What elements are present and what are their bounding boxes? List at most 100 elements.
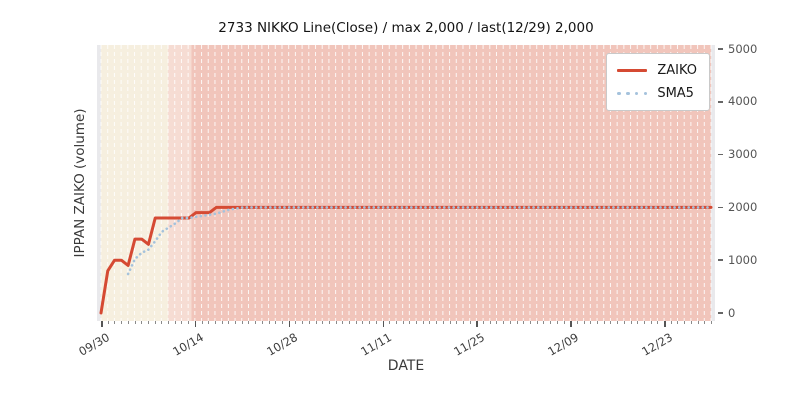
x-minor-tick xyxy=(530,321,531,324)
x-minor-tick xyxy=(429,321,431,324)
x-minor-tick xyxy=(583,321,585,324)
x-minor-tick xyxy=(322,321,324,324)
x-minor-tick xyxy=(416,321,418,324)
x-tick-label: 09/30 xyxy=(76,330,112,359)
x-minor-tick xyxy=(127,321,129,324)
x-minor-tick xyxy=(623,321,625,324)
x-minor-tick xyxy=(214,321,216,324)
x-major-tick xyxy=(476,321,478,327)
y-tick-label: 2000 xyxy=(728,199,758,214)
x-minor-tick xyxy=(697,321,699,324)
x-minor-tick xyxy=(496,321,498,324)
x-tick-label: 12/09 xyxy=(545,330,582,359)
x-minor-tick xyxy=(684,321,686,324)
x-minor-tick xyxy=(550,321,552,324)
x-minor-tick xyxy=(208,321,210,324)
legend: ZAIKO SMA5 xyxy=(606,53,710,111)
x-minor-tick xyxy=(690,321,692,324)
x-major-tick xyxy=(382,321,385,327)
legend-label: SMA5 xyxy=(657,86,694,101)
x-minor-tick xyxy=(711,321,712,324)
x-minor-tick xyxy=(248,321,250,324)
x-minor-tick xyxy=(147,321,149,324)
x-minor-tick xyxy=(677,321,679,324)
y-tick-label: 4000 xyxy=(728,94,758,109)
x-major-tick xyxy=(101,321,103,327)
x-major-tick xyxy=(570,321,572,327)
x-minor-tick xyxy=(643,321,645,324)
y-tick xyxy=(718,153,723,156)
x-minor-tick xyxy=(174,321,176,324)
x-minor-tick xyxy=(462,321,464,324)
x-minor-tick xyxy=(121,321,123,324)
y-axis-label: IPPAN ZAIKO (volume) xyxy=(72,108,88,258)
x-major-tick xyxy=(288,321,291,327)
x-minor-tick xyxy=(657,321,659,324)
x-minor-tick xyxy=(603,321,605,324)
y-tick xyxy=(718,259,723,261)
x-minor-tick xyxy=(168,321,170,324)
x-minor-tick xyxy=(630,321,632,324)
x-minor-tick xyxy=(456,321,458,324)
x-minor-tick xyxy=(161,321,163,324)
x-minor-tick xyxy=(389,321,391,324)
x-minor-tick xyxy=(107,321,109,324)
x-minor-tick xyxy=(375,321,377,324)
x-minor-tick xyxy=(235,321,237,324)
legend-item-sma5: SMA5 xyxy=(617,86,697,101)
x-minor-tick xyxy=(469,321,471,324)
y-tick-label: 1000 xyxy=(728,252,758,267)
x-minor-tick xyxy=(349,321,351,324)
x-minor-tick xyxy=(617,321,619,324)
x-minor-tick xyxy=(704,321,706,324)
x-minor-tick xyxy=(342,321,344,324)
x-minor-tick xyxy=(556,321,558,324)
x-minor-tick xyxy=(201,321,203,324)
y-tick xyxy=(718,48,723,50)
x-tick-label: 11/25 xyxy=(451,330,488,359)
x-minor-tick xyxy=(670,321,672,324)
x-minor-tick xyxy=(302,321,304,324)
x-minor-tick xyxy=(362,321,364,324)
x-minor-tick xyxy=(261,321,263,324)
x-minor-tick xyxy=(241,321,243,324)
x-minor-tick xyxy=(114,321,116,324)
x-minor-tick xyxy=(268,321,270,324)
y-tick-label: 3000 xyxy=(728,147,758,162)
x-minor-tick xyxy=(422,321,424,324)
x-minor-tick xyxy=(255,321,257,324)
x-minor-tick xyxy=(395,321,397,324)
x-minor-tick xyxy=(409,321,411,324)
legend-label: ZAIKO xyxy=(657,63,697,78)
x-minor-tick xyxy=(281,321,283,324)
x-minor-tick xyxy=(402,321,404,324)
x-minor-tick xyxy=(181,321,183,324)
x-minor-tick xyxy=(516,321,518,324)
x-minor-tick xyxy=(228,321,230,324)
sma5-dotted-swatch xyxy=(617,91,648,96)
x-minor-tick xyxy=(154,321,156,324)
x-major-tick xyxy=(664,321,666,327)
x-minor-tick xyxy=(328,321,330,324)
x-minor-tick xyxy=(489,321,491,324)
y-tick-label: 5000 xyxy=(728,41,758,56)
x-minor-tick xyxy=(536,321,538,324)
x-tick-label: 10/28 xyxy=(263,330,300,359)
x-minor-tick xyxy=(610,321,612,324)
x-minor-tick xyxy=(597,321,599,324)
x-minor-tick xyxy=(442,321,444,324)
y-tick xyxy=(718,206,723,209)
y-tick xyxy=(718,312,723,314)
x-axis-ticks: 09/30 10/14 10/28 11/11 11/25 12/09 12/23 xyxy=(76,321,715,391)
x-minor-tick xyxy=(523,321,525,324)
x-minor-tick xyxy=(509,321,511,324)
x-axis-label: DATE xyxy=(387,358,425,374)
x-minor-tick xyxy=(315,321,317,324)
x-major-tick xyxy=(194,321,197,327)
x-minor-tick xyxy=(295,321,297,324)
y-axis-ticks: 0 1000 2000 3000 4000 5000 xyxy=(715,41,800,325)
legend-item-zaiko: ZAIKO xyxy=(617,63,697,78)
x-tick-label: 10/14 xyxy=(170,330,206,359)
x-minor-tick xyxy=(590,321,592,324)
x-minor-tick xyxy=(650,321,652,324)
